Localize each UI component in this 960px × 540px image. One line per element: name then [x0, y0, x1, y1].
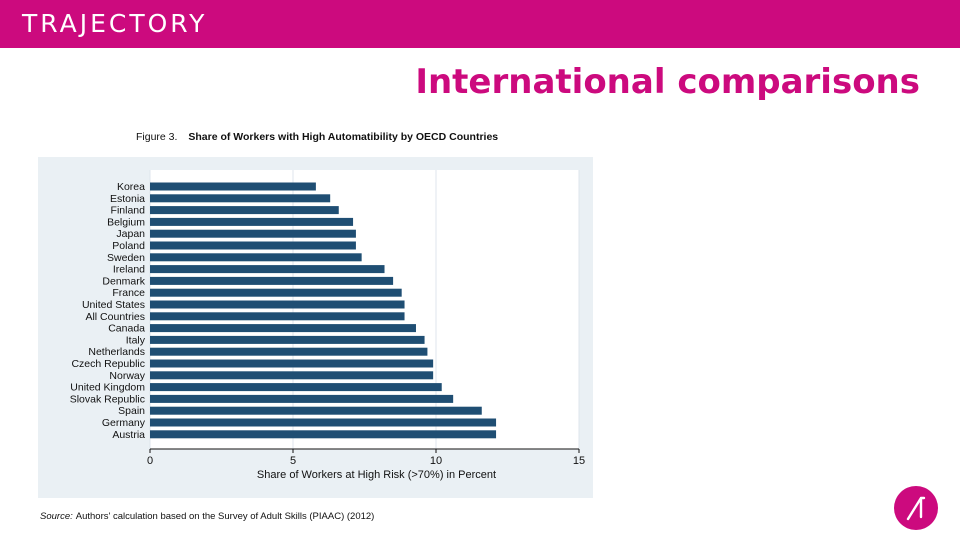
source-text: Authors' calculation based on the Survey…	[75, 511, 375, 522]
x-tick-label: 5	[290, 455, 296, 467]
bar-united-kingdom	[150, 383, 442, 392]
category-label: Spain	[118, 405, 145, 417]
figure-label: Figure 3.	[136, 131, 178, 143]
category-label: Sweden	[107, 252, 145, 264]
bar-france	[150, 288, 402, 297]
category-label: Japan	[116, 228, 145, 240]
category-label: Poland	[112, 240, 145, 252]
bar-canada	[150, 324, 416, 333]
brand-logo-text: TRAJECTORY	[22, 9, 208, 38]
category-label: United States	[82, 299, 145, 311]
bar-denmark	[150, 276, 394, 285]
bar-estonia	[150, 194, 331, 203]
bar-slovak-republic	[150, 394, 454, 403]
category-label: Italy	[126, 334, 146, 346]
bar-italy	[150, 335, 425, 344]
slide-title: International comparisons	[415, 62, 920, 102]
source-label: Source:	[40, 511, 73, 522]
bar-norway	[150, 371, 434, 380]
figure-source: Source: Authors' calculation based on the…	[40, 511, 374, 522]
category-label: Estonia	[110, 193, 145, 205]
bar-austria	[150, 430, 497, 439]
category-label: Finland	[111, 205, 146, 217]
bar-belgium	[150, 217, 354, 226]
bar-poland	[150, 241, 356, 250]
bar-all-countries	[150, 312, 405, 321]
header-bar: TRAJECTORY	[0, 0, 960, 48]
bar-sweden	[150, 253, 362, 262]
category-label: Korea	[117, 181, 145, 193]
x-tick-label: 15	[573, 455, 585, 467]
bar-united-states	[150, 300, 405, 309]
figure-caption: Figure 3. Share of Workers with High Aut…	[136, 131, 498, 143]
bar-germany	[150, 418, 497, 427]
category-label: Denmark	[102, 275, 145, 287]
x-tick-label: 10	[430, 455, 442, 467]
x-axis-label: Share of Workers at High Risk (>70%) in …	[257, 469, 496, 481]
category-label: Norway	[109, 370, 145, 382]
x-tick-label: 0	[147, 455, 153, 467]
trajectory-logo-icon	[894, 486, 938, 530]
category-label: United Kingdom	[70, 382, 145, 394]
category-label: Slovak Republic	[70, 393, 145, 405]
category-label: France	[112, 287, 145, 299]
bar-netherlands	[150, 347, 428, 356]
bar-ireland	[150, 265, 385, 274]
category-label: Netherlands	[88, 346, 145, 358]
bar-czech-republic	[150, 359, 434, 368]
bar-spain	[150, 406, 482, 415]
category-label: Canada	[108, 323, 145, 335]
category-label: Belgium	[107, 216, 145, 228]
figure-title: Share of Workers with High Automatibilit…	[188, 131, 499, 143]
category-label: Czech Republic	[71, 358, 145, 370]
category-label: Ireland	[113, 264, 145, 276]
bar-japan	[150, 229, 356, 238]
bar-korea	[150, 182, 316, 191]
bar-chart: KoreaEstoniaFinlandBelgiumJapanPolandSwe…	[70, 170, 585, 481]
category-label: Austria	[112, 429, 145, 441]
category-label: All Countries	[85, 311, 145, 323]
bar-finland	[150, 206, 339, 215]
category-label: Germany	[102, 417, 146, 429]
chart-panel: Korea Estonia Finland Belgium Japan Poland Swe…	[38, 157, 593, 498]
